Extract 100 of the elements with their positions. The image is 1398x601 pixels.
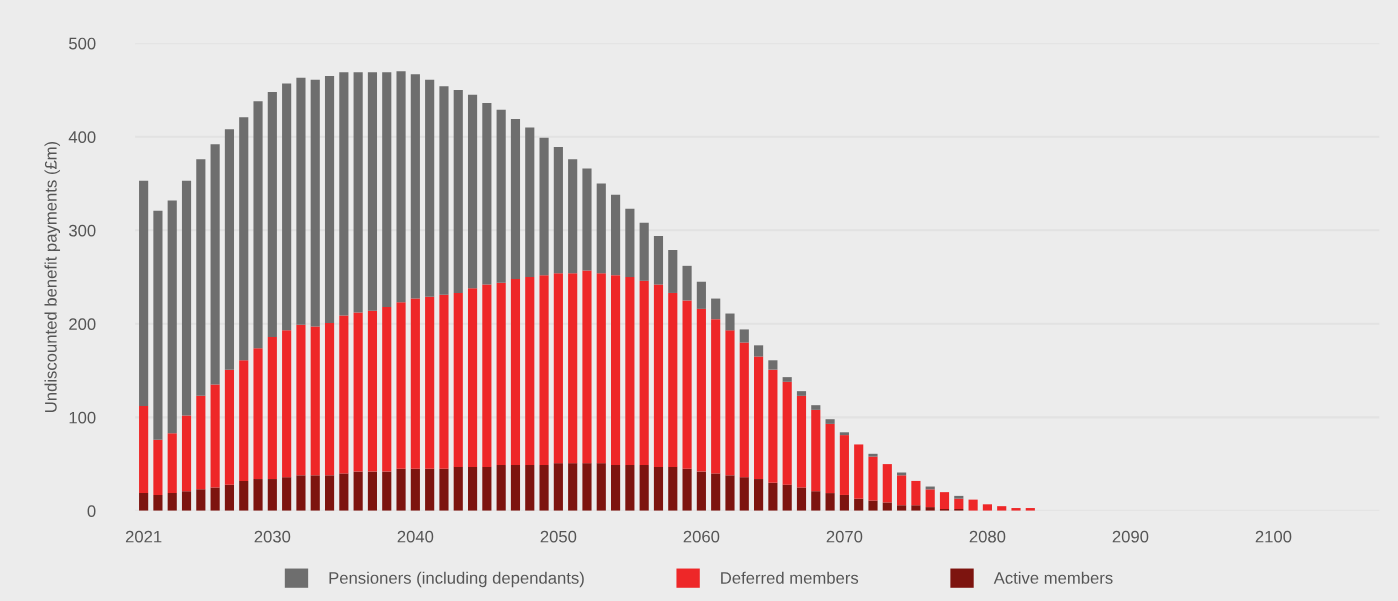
bar <box>939 492 950 509</box>
bar <box>882 502 892 511</box>
bar <box>782 484 792 511</box>
bar <box>296 475 306 511</box>
bar <box>653 235 664 285</box>
bar <box>868 456 878 501</box>
bar <box>525 127 535 278</box>
bar <box>310 475 320 511</box>
bar <box>725 475 735 511</box>
bar <box>210 384 220 488</box>
bar <box>425 296 435 469</box>
bar <box>711 319 721 474</box>
bar <box>525 465 535 511</box>
y-tick-label: 400 <box>68 131 96 143</box>
y-tick-label: 0 <box>87 505 96 518</box>
bar <box>267 479 277 511</box>
bar <box>439 468 449 511</box>
bar <box>611 465 621 511</box>
bar <box>553 273 563 464</box>
bar <box>625 465 635 511</box>
bar <box>611 194 621 276</box>
bar <box>911 480 921 506</box>
bar <box>510 465 521 511</box>
bar <box>711 473 721 511</box>
bar <box>568 463 578 511</box>
bar <box>768 369 778 483</box>
bar <box>754 479 764 511</box>
x-tick-label: 2090 <box>1112 530 1149 543</box>
bar <box>510 278 521 466</box>
bar <box>210 144 220 385</box>
bar <box>453 292 463 467</box>
bar <box>482 284 492 467</box>
bar <box>582 270 592 464</box>
bar <box>453 466 463 511</box>
bar <box>739 329 749 343</box>
bar <box>382 306 392 472</box>
bar <box>668 292 678 467</box>
bar <box>754 356 764 480</box>
bar <box>196 159 206 396</box>
bar <box>410 74 420 299</box>
bar <box>382 72 392 307</box>
bar <box>825 493 835 511</box>
bar <box>839 494 849 511</box>
y-tick-label: 100 <box>69 411 96 424</box>
bar <box>596 273 606 464</box>
bar <box>467 94 478 289</box>
bar <box>282 330 292 478</box>
bar <box>611 275 621 466</box>
bar <box>510 119 521 279</box>
bar <box>839 435 849 495</box>
bar <box>153 210 163 440</box>
bar <box>625 277 635 466</box>
bar <box>868 500 878 511</box>
bar <box>668 466 678 511</box>
bar <box>711 298 721 320</box>
bar <box>825 423 835 494</box>
bar <box>353 471 363 511</box>
bar <box>139 180 149 407</box>
bar <box>181 491 192 511</box>
bar <box>582 463 592 511</box>
bar <box>868 453 878 457</box>
bar <box>282 83 292 331</box>
bar <box>324 76 335 323</box>
bar <box>453 90 463 293</box>
bar <box>739 477 749 511</box>
bar <box>396 302 406 469</box>
bar <box>353 312 363 472</box>
bar <box>367 72 378 311</box>
bar <box>553 463 563 511</box>
bar <box>954 498 964 509</box>
bar <box>339 315 349 474</box>
bar <box>825 419 835 424</box>
x-tick-label: 2040 <box>397 530 434 543</box>
bar <box>253 348 263 480</box>
x-tick-label: 2050 <box>540 530 577 543</box>
y-tick-label: 200 <box>69 318 96 331</box>
bar <box>167 433 177 494</box>
bar <box>467 466 478 511</box>
x-tick-label: 2100 <box>1255 530 1292 543</box>
bar <box>267 91 277 337</box>
bar <box>897 475 907 506</box>
bar <box>324 475 335 511</box>
bar <box>682 468 692 511</box>
bar <box>954 495 964 499</box>
bar <box>367 310 378 472</box>
bar <box>854 444 864 499</box>
bar <box>224 484 235 511</box>
bar <box>539 465 549 511</box>
bar <box>467 288 478 467</box>
bar <box>882 464 892 503</box>
bar <box>582 168 592 271</box>
bar <box>568 159 578 274</box>
bar <box>811 491 821 511</box>
bar <box>382 471 392 511</box>
bar <box>196 489 206 511</box>
bar <box>682 300 692 469</box>
bar <box>596 183 606 274</box>
bar <box>439 86 449 295</box>
bar <box>396 71 406 303</box>
bar <box>367 471 378 511</box>
